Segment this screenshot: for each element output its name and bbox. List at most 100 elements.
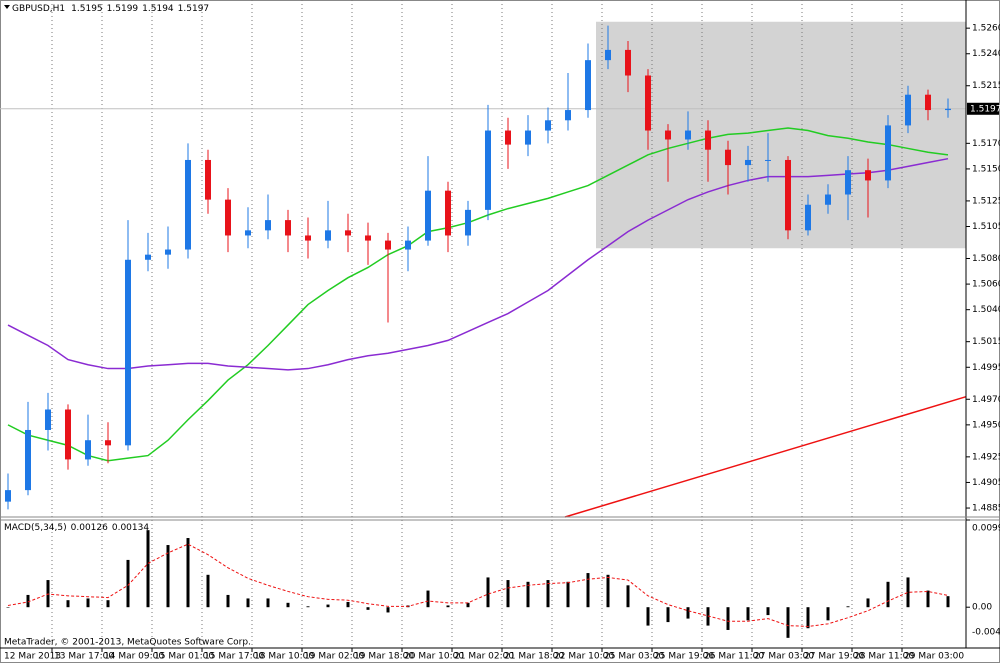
candle-body (745, 159, 751, 166)
macd-bar (386, 607, 390, 613)
macd-bar (206, 574, 210, 608)
macd-bar (566, 581, 570, 608)
y-tick-label: 1.4995 (972, 363, 1000, 373)
x-tick-label: 15 Mar 01:00 (154, 652, 214, 662)
macd-signal (7, 543, 949, 627)
x-tick-label: 25 Mar 03:00 (604, 652, 664, 662)
candle-body (385, 240, 391, 250)
macd-bar (286, 602, 290, 608)
macd-bar (606, 574, 610, 608)
y-tick-label: 1.4950 (972, 420, 1000, 430)
macd-bar (166, 545, 170, 608)
macd-bar (506, 580, 510, 608)
x-tick-label: 21 Mar 02:00 (454, 652, 514, 662)
candle-body (365, 235, 371, 241)
y-tick-label: 1.5150 (972, 164, 1000, 174)
candle-body (665, 130, 671, 140)
x-tick-label: 20 Mar 10:00 (404, 652, 464, 662)
candle-body (325, 230, 331, 241)
candle-body (225, 199, 231, 236)
y-tick-label: 1.5240 (972, 49, 1000, 59)
x-tick-label: 27 Mar 19:00 (804, 652, 864, 662)
macd-bar (126, 559, 130, 608)
y-tick-label: 1.5125 (972, 196, 1000, 206)
candle-body (445, 190, 451, 236)
candle-body (925, 94, 931, 111)
macd-bar (546, 580, 550, 608)
macd-bar (666, 607, 670, 623)
macd-bar (646, 607, 650, 626)
x-tick-label: 12 Mar 2013 (4, 652, 61, 662)
macd-bar (886, 581, 890, 608)
y-tick-label: 1.5040 (972, 305, 1000, 315)
macd-bar (846, 606, 850, 608)
x-tick-label: 15 Mar 17:00 (204, 652, 264, 662)
macd-bar (306, 606, 310, 608)
x-tick-label: 21 Mar 18:00 (504, 652, 564, 662)
macd-bar (686, 607, 690, 619)
candle-body (245, 230, 251, 236)
candle-body (285, 220, 291, 236)
macd-bar (426, 590, 430, 608)
candle-body (505, 130, 511, 145)
candle-body (145, 254, 151, 260)
candle-body (845, 170, 851, 195)
x-tick-label: 29 Mar 03:00 (904, 652, 964, 662)
macd-bar (86, 598, 90, 608)
indicator-title: MACD(5,34,5) (4, 523, 67, 533)
macd-bar (586, 573, 590, 608)
close: 1.5197 (178, 4, 210, 14)
candle-body (645, 75, 651, 131)
macd-bar (26, 594, 30, 608)
candle-body (405, 240, 411, 250)
x-tick-label: 14 Mar 09:00 (104, 652, 164, 662)
candle-body (865, 170, 871, 181)
candle-body (785, 159, 791, 231)
candle-body (65, 409, 71, 460)
macd-bar (446, 605, 450, 608)
x-tick-label: 28 Mar 11:00 (854, 652, 914, 662)
plot-layer (0, 0, 967, 648)
trendline (564, 395, 967, 518)
candle-body (525, 130, 531, 145)
candle-body (305, 235, 311, 241)
macd-bar (786, 607, 790, 638)
macd-bar (866, 598, 870, 608)
candle-body (345, 230, 351, 236)
y-tick-label: 1.5060 (972, 280, 1000, 290)
candle-body (125, 259, 131, 446)
macd-bar (106, 600, 110, 608)
open: 1.5195 (71, 4, 103, 14)
candle-body (705, 130, 711, 150)
candle-body (45, 409, 51, 430)
y-tick-label: 1.5170 (972, 139, 1000, 149)
y-tick-label: 0.00 (972, 603, 992, 613)
symbol: GBPUSD,H1 (12, 4, 65, 14)
y-tick-label: 1.4925 (972, 452, 1000, 462)
x-tick-label: 19 Mar 18:00 (354, 652, 414, 662)
x-tick-label: 13 Mar 17:00 (54, 652, 114, 662)
macd-bar (486, 577, 490, 608)
macd-bar (366, 607, 370, 610)
x-tick-label: 27 Mar 03:00 (754, 652, 814, 662)
candle-body (485, 130, 491, 210)
candle-body (585, 60, 591, 111)
bid-label: 1.5197 (970, 104, 1000, 114)
candle-body (205, 159, 211, 200)
x-tick-label: 19 Mar 02:00 (304, 652, 364, 662)
macd-bar (6, 607, 10, 608)
candle-body (5, 490, 11, 502)
candle-body (545, 120, 551, 131)
macd-bar (226, 594, 230, 608)
macd-bar (346, 601, 350, 608)
candle-body (945, 108, 951, 111)
candle-body (265, 220, 271, 231)
candle-body (805, 204, 811, 231)
y-tick-label: -0.00466 (972, 628, 1000, 638)
chart-header: GBPUSD,H1 1.5195 1.5199 1.5194 1.5197 (12, 4, 209, 14)
candle-body (465, 209, 471, 236)
candle-body (825, 194, 831, 205)
x-tick-label: 26 Mar 11:00 (704, 652, 764, 662)
candle-body (105, 440, 111, 446)
